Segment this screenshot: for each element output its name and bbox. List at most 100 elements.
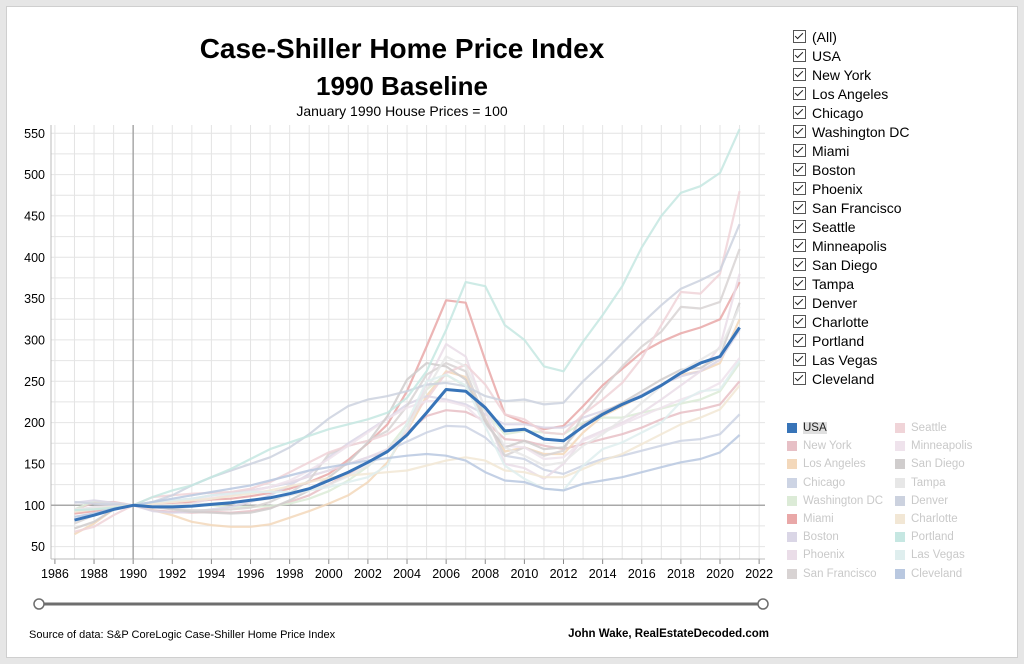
legend-item-new-york[interactable]: New York <box>787 437 897 455</box>
legend-item-usa[interactable]: USA <box>787 419 897 437</box>
filter-option-washington-dc[interactable]: Washington DC <box>793 122 910 141</box>
y-tick-label: 150 <box>24 457 45 471</box>
checkbox-checked-icon[interactable] <box>793 277 806 290</box>
checkbox-checked-icon[interactable] <box>793 201 806 214</box>
legend-item-san-francisco[interactable]: San Francisco <box>787 565 897 583</box>
filter-option-denver[interactable]: Denver <box>793 293 910 312</box>
checkbox-checked-icon[interactable] <box>793 334 806 347</box>
legend-item-seattle[interactable]: Seattle <box>895 419 1005 437</box>
filter-option-miami[interactable]: Miami <box>793 141 910 160</box>
x-tick-label: 1994 <box>197 567 225 581</box>
series-line-cleveland <box>74 434 741 518</box>
checkbox-checked-icon[interactable] <box>793 125 806 138</box>
legend-item-las-vegas[interactable]: Las Vegas <box>895 546 1005 564</box>
filter-option-portland[interactable]: Portland <box>793 331 910 350</box>
legend-item-miami[interactable]: Miami <box>787 510 897 528</box>
legend-swatch <box>787 459 797 470</box>
legend-item-denver[interactable]: Denver <box>895 492 1005 510</box>
legend-label: San Diego <box>911 458 965 471</box>
checkbox-checked-icon[interactable] <box>793 182 806 195</box>
filter-option-los-angeles[interactable]: Los Angeles <box>793 84 910 103</box>
checkbox-checked-icon[interactable] <box>793 87 806 100</box>
legend-item-phoenix[interactable]: Phoenix <box>787 546 897 564</box>
x-tick-label: 1992 <box>158 567 186 581</box>
checkbox-checked-icon[interactable] <box>793 106 806 119</box>
filter-option-label: USA <box>812 47 841 64</box>
checkbox-checked-icon[interactable] <box>793 296 806 309</box>
x-tick-label: 2010 <box>510 567 538 581</box>
legend-item-chicago[interactable]: Chicago <box>787 474 897 492</box>
y-tick-label: 50 <box>31 540 45 554</box>
filter-option-all[interactable]: (All) <box>793 27 910 46</box>
author-credit: John Wake, RealEstateDecoded.com <box>568 628 769 640</box>
y-tick-label: 250 <box>24 375 45 389</box>
y-tick-label: 300 <box>24 333 45 347</box>
filter-option-label: Charlotte <box>812 313 869 330</box>
x-tick-label: 2012 <box>550 567 578 581</box>
legend-swatch <box>787 532 797 543</box>
filter-option-usa[interactable]: USA <box>793 46 910 65</box>
legend-item-san-diego[interactable]: San Diego <box>895 455 1005 473</box>
filter-option-seattle[interactable]: Seattle <box>793 217 910 236</box>
legend-swatch <box>895 532 905 543</box>
x-tick-label: 1996 <box>237 567 265 581</box>
chart-note: January 1990 House Prices = 100 <box>296 103 508 119</box>
legend-item-minneapolis[interactable]: Minneapolis <box>895 437 1005 455</box>
legend-label: Denver <box>911 494 949 507</box>
series-line-usa <box>74 326 741 522</box>
filter-option-las-vegas[interactable]: Las Vegas <box>793 350 910 369</box>
slider-end-handle[interactable] <box>757 598 769 610</box>
y-tick-label: 200 <box>24 416 45 430</box>
checkbox-checked-icon[interactable] <box>793 220 806 233</box>
legend-item-washington-dc[interactable]: Washington DC <box>787 492 897 510</box>
filter-option-phoenix[interactable]: Phoenix <box>793 179 910 198</box>
line-chart: 1986 1988 1990 1992 1994 1996 1998 2000 2002 2004… <box>24 125 773 581</box>
city-filter-list: (All) USA New York Los Angeles Chicago Washin… <box>793 27 910 388</box>
checkbox-checked-icon[interactable] <box>793 68 806 81</box>
checkbox-checked-icon[interactable] <box>793 30 806 43</box>
filter-option-boston[interactable]: Boston <box>793 160 910 179</box>
filter-option-label: Los Angeles <box>812 85 889 102</box>
legend-item-los-angeles[interactable]: Los Angeles <box>787 455 897 473</box>
filter-option-charlotte[interactable]: Charlotte <box>793 312 910 331</box>
date-range-slider[interactable] <box>33 597 769 611</box>
checkbox-checked-icon[interactable] <box>793 315 806 328</box>
x-tick-label: 2004 <box>393 567 421 581</box>
checkbox-checked-icon[interactable] <box>793 353 806 366</box>
series-line-las-vegas <box>74 359 741 522</box>
legend-label: Boston <box>803 531 839 544</box>
legend-item-charlotte[interactable]: Charlotte <box>895 510 1005 528</box>
legend-swatch <box>787 550 797 561</box>
slider-start-handle[interactable] <box>33 598 45 610</box>
x-tick-label: 1988 <box>80 567 108 581</box>
filter-option-label: Minneapolis <box>812 237 887 254</box>
legend-item-boston[interactable]: Boston <box>787 528 897 546</box>
filter-option-chicago[interactable]: Chicago <box>793 103 910 122</box>
legend-item-tampa[interactable]: Tampa <box>895 474 1005 492</box>
checkbox-checked-icon[interactable] <box>793 163 806 176</box>
legend-label: Tampa <box>911 476 946 489</box>
legend-label: Los Angeles <box>803 458 866 471</box>
filter-option-tampa[interactable]: Tampa <box>793 274 910 293</box>
legend-label: USA <box>803 422 827 435</box>
filter-option-san-diego[interactable]: San Diego <box>793 255 910 274</box>
filter-option-cleveland[interactable]: Cleveland <box>793 369 910 388</box>
legend-swatch <box>895 514 905 525</box>
legend-swatch <box>895 568 905 579</box>
legend-swatch <box>895 495 905 506</box>
checkbox-checked-icon[interactable] <box>793 372 806 385</box>
filter-option-label: Phoenix <box>812 180 863 197</box>
filter-option-san-francisco[interactable]: San Francisco <box>793 198 910 217</box>
filter-option-minneapolis[interactable]: Minneapolis <box>793 236 910 255</box>
legend-item-cleveland[interactable]: Cleveland <box>895 565 1005 583</box>
checkbox-checked-icon[interactable] <box>793 144 806 157</box>
legend-item-portland[interactable]: Portland <box>895 528 1005 546</box>
legend-swatch <box>895 550 905 561</box>
series-line-charlotte <box>74 384 741 513</box>
checkbox-checked-icon[interactable] <box>793 239 806 252</box>
legend-swatch <box>895 477 905 488</box>
filter-option-new-york[interactable]: New York <box>793 65 910 84</box>
checkbox-checked-icon[interactable] <box>793 49 806 62</box>
checkbox-checked-icon[interactable] <box>793 258 806 271</box>
y-tick-label: 550 <box>24 127 45 141</box>
